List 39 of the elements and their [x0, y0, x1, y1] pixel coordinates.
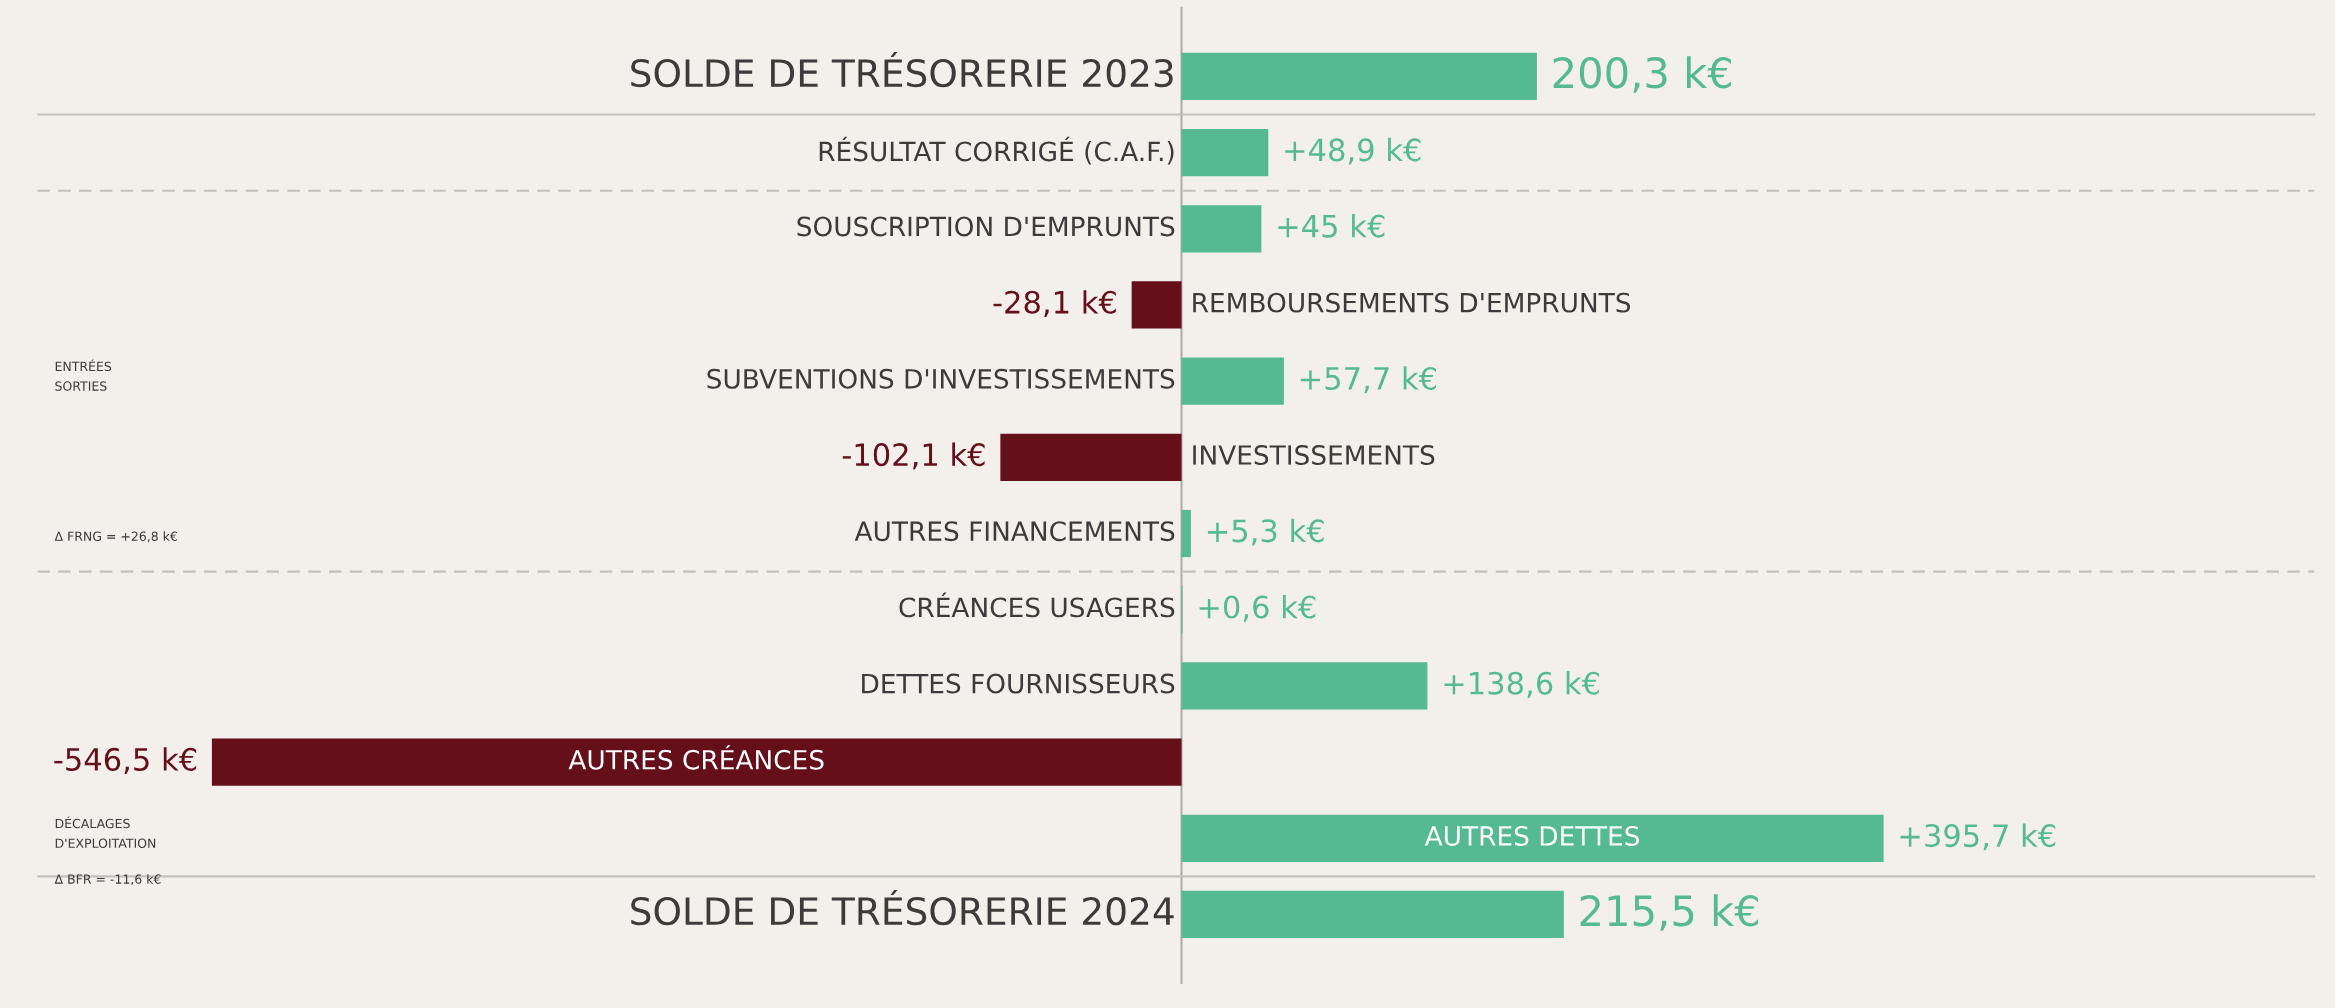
bar: [1181, 662, 1428, 710]
data-label: +5,3 k€: [1207, 518, 1324, 546]
data-label: 215,5 k€: [1580, 894, 1758, 931]
bar: [1131, 281, 1182, 329]
text: DÉCALAGES D'EXPLOITATION: [55, 816, 156, 848]
y-tick-label: CRÉANCES USAGERS: [899, 592, 1175, 618]
data-label: +48,9 k€: [1285, 137, 1421, 165]
bar: [1000, 433, 1182, 481]
data-label: +138,6 k€: [1444, 671, 1600, 698]
text: ENTRÉES SORTIES: [55, 359, 112, 391]
data-label: +395,7 k€: [1900, 823, 2056, 851]
data-label: +0,6 k€: [1199, 594, 1316, 622]
y-tick-label: SUBVENTIONS D'INVESTISSEMENTS: [707, 368, 1175, 389]
data-label: -102,1 k€: [842, 442, 985, 470]
y-tick-label: INVESTISSEMENTS: [1193, 445, 1435, 465]
y-tick-label: AUTRES DETTES: [1424, 825, 1639, 846]
data-label: -546,5 k€: [54, 747, 197, 775]
data-label: +57,7 k€: [1300, 366, 1437, 394]
y-tick-label: SOLDE DE TRÉSORERIE 2024: [631, 890, 1174, 926]
y-tick-label: RÉSULTAT CORRIGÉ (C.A.F.): [819, 136, 1174, 165]
data-label: -28,1 k€: [993, 290, 1116, 317]
bar: [1181, 205, 1262, 253]
data-label: +45 k€: [1278, 213, 1385, 238]
bar: [211, 738, 1182, 786]
bar: [1181, 509, 1191, 558]
y-tick-label: DETTES FOURNISSEURS: [862, 673, 1175, 694]
y-tick-label: AUTRES CRÉANCES: [568, 744, 824, 770]
bar: [1181, 814, 1884, 862]
text: Δ BFR = -11,6 k€: [54, 874, 161, 886]
bar: [1181, 128, 1269, 177]
data-label: 200,3 k€: [1553, 56, 1732, 93]
text: Δ FRNG = +26,8 k€: [54, 531, 178, 543]
bar: [1181, 890, 1564, 939]
y-tick-label: SOLDE DE TRÉSORERIE 2023: [631, 52, 1173, 88]
y-tick-label: AUTRES FINANCEMENTS: [854, 521, 1175, 542]
bar: [1181, 357, 1284, 405]
bar: [1181, 52, 1537, 101]
y-tick-label: REMBOURSEMENTS D'EMPRUNTS: [1193, 292, 1631, 313]
y-tick-label: SOUSCRIPTION D'EMPRUNTS: [797, 216, 1175, 237]
